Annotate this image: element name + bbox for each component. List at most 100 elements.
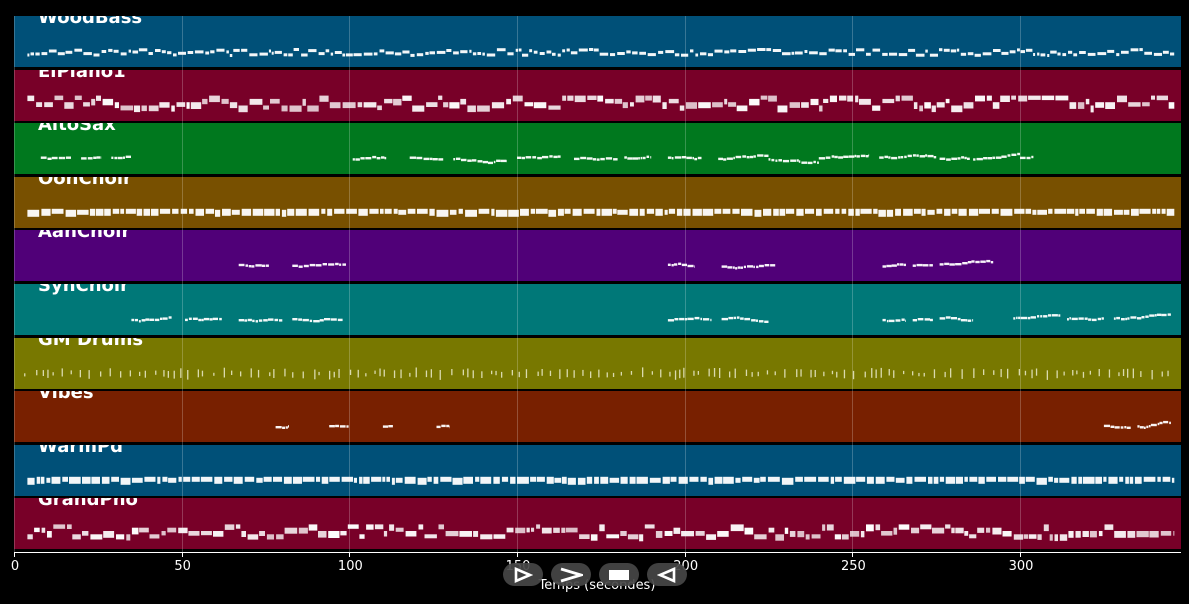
note-mark (597, 95, 604, 102)
note-mark (819, 52, 827, 56)
note-mark (1098, 369, 1100, 377)
note-mark (929, 264, 933, 267)
note-mark (238, 263, 245, 267)
note-mark (496, 159, 501, 162)
note-mark (796, 369, 798, 378)
note-mark (321, 208, 326, 214)
note-mark (968, 208, 979, 216)
note-mark (1127, 368, 1129, 378)
note-mark (632, 51, 638, 55)
note-mark (898, 156, 901, 159)
note-mark (1103, 208, 1113, 216)
track-lane[interactable]: AltoSax (14, 123, 1181, 175)
note-mark (967, 157, 970, 160)
note-mark (126, 534, 131, 541)
note-mark (624, 156, 627, 159)
note-mark (1157, 422, 1160, 426)
note-mark (871, 368, 873, 378)
note-mark (248, 265, 252, 268)
note-mark (41, 52, 48, 56)
note-mark (708, 477, 714, 485)
note-mark (1137, 425, 1140, 428)
note-mark (122, 156, 125, 159)
track-lane[interactable]: GM Drums (14, 337, 1181, 389)
track-lane[interactable]: WarmPd (14, 444, 1181, 496)
note-mark (192, 317, 198, 320)
note-mark (1089, 531, 1097, 538)
note-mark (620, 371, 622, 376)
note-mark (409, 372, 411, 377)
note-mark (685, 102, 697, 109)
track-lane[interactable]: WoodBass (14, 16, 1181, 67)
note-mark (790, 159, 797, 162)
note-mark (34, 527, 40, 533)
note-mark (1036, 477, 1047, 485)
rewind-button[interactable] (647, 563, 687, 586)
note-mark (463, 476, 473, 484)
note-mark (566, 527, 578, 533)
note-mark (613, 158, 618, 161)
note-mark (678, 262, 682, 265)
note-mark (1027, 316, 1031, 320)
note-mark (1117, 95, 1127, 103)
note-mark (327, 208, 333, 216)
note-mark (904, 155, 907, 159)
note-mark (386, 476, 390, 482)
note-mark (573, 370, 575, 378)
note-mark (57, 52, 65, 56)
note-mark (266, 264, 269, 267)
note-mark (1031, 369, 1033, 379)
note-mark (958, 208, 967, 216)
track-lane[interactable]: ElPiano1 (14, 69, 1181, 121)
fast-forward-button[interactable] (551, 563, 591, 586)
note-mark (668, 98, 679, 104)
note-mark (1163, 420, 1169, 424)
note-mark (81, 157, 87, 160)
note-mark (738, 50, 747, 53)
note-mark (515, 527, 526, 534)
note-mark (252, 208, 264, 216)
note-mark (925, 154, 928, 157)
note-mark (168, 477, 177, 483)
note-mark (1018, 95, 1028, 102)
note-mark (1037, 209, 1047, 215)
note-mark (740, 317, 744, 320)
note-mark (692, 208, 702, 216)
note-mark (967, 52, 974, 56)
note-mark (911, 527, 920, 534)
note-mark (1156, 313, 1162, 316)
note-mark (61, 368, 63, 377)
track-lane[interactable]: Vibes (14, 391, 1181, 443)
note-mark (518, 371, 520, 378)
note-mark (818, 157, 826, 160)
track-lane[interactable]: OohChoir (14, 176, 1181, 228)
note-mark (96, 156, 101, 159)
note-mark (429, 51, 435, 55)
note-mark (349, 369, 352, 375)
note-mark (247, 534, 259, 540)
track-lane[interactable]: AahChoir (14, 230, 1181, 282)
note-mark (224, 476, 233, 482)
play-button[interactable] (503, 563, 543, 586)
note-mark (916, 263, 923, 267)
note-mark (719, 368, 721, 378)
note-mark (848, 52, 855, 56)
note-mark (983, 157, 987, 160)
note-mark (598, 369, 600, 378)
note-mark (292, 264, 298, 267)
note-mark (1098, 531, 1103, 537)
track-lane[interactable]: GrandPno (14, 498, 1181, 550)
note-mark (967, 319, 972, 322)
note-mark (24, 373, 26, 377)
note-mark (247, 318, 252, 322)
note-mark (855, 95, 859, 103)
note-mark (967, 261, 972, 264)
note-mark (318, 371, 320, 376)
note-mark (64, 102, 74, 109)
note-mark (864, 371, 866, 378)
note-mark (744, 527, 754, 535)
track-lane[interactable]: SynChoir (14, 284, 1181, 335)
note-mark (924, 318, 930, 321)
stop-button[interactable] (599, 563, 639, 586)
note-mark (429, 157, 433, 161)
